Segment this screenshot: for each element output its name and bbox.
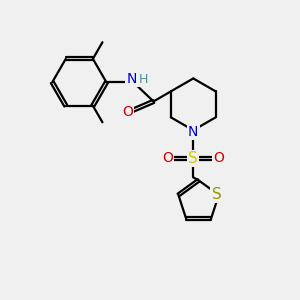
Text: O: O [214,151,224,165]
Text: N: N [126,72,136,86]
Text: S: S [188,151,198,166]
Text: N: N [188,125,199,139]
Text: H: H [139,73,148,86]
Text: O: O [122,105,133,119]
Text: O: O [162,151,173,165]
Text: S: S [212,187,221,202]
